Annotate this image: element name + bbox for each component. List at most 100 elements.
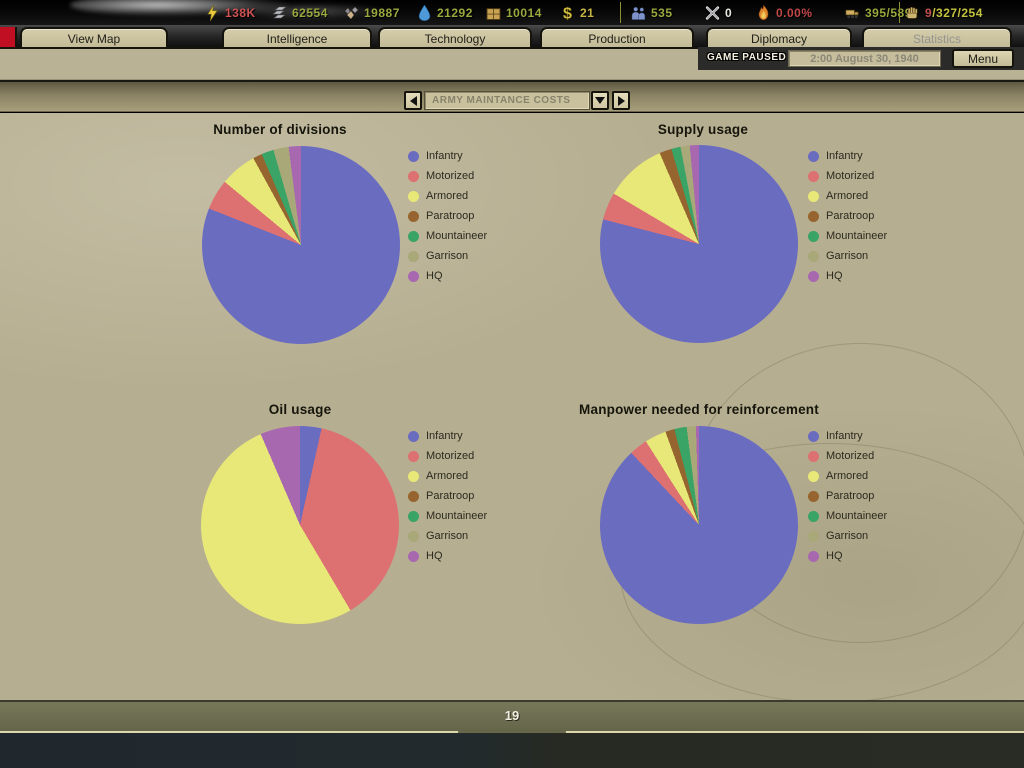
- convoy-icon: [845, 5, 860, 21]
- legend-item-garrison: Garrison: [808, 526, 887, 546]
- resource-energy: 138K: [205, 0, 256, 25]
- selector-prev-button[interactable]: [404, 91, 422, 110]
- dropdown-open-button[interactable]: [591, 91, 609, 110]
- legend-color-dot: [808, 270, 819, 282]
- energy-icon: [205, 4, 220, 21]
- legend-color-dot: [408, 470, 419, 482]
- main-tab-bar: View Map Intelligence Technology Production…: [0, 25, 1024, 48]
- legend-label: Paratroop: [426, 210, 475, 222]
- legend-label: Infantry: [426, 430, 463, 442]
- legend-label: Garrison: [426, 530, 469, 542]
- pie-chart-oil-usage: [201, 426, 399, 624]
- selector-next-button[interactable]: [612, 91, 630, 110]
- legend-color-dot: [408, 490, 419, 502]
- legend-color-dot: [408, 150, 419, 162]
- map-edge-strip: Mosel: handwritten margin notes: [0, 733, 1024, 768]
- legend-label: Motorized: [426, 170, 475, 182]
- transports-icon: [705, 5, 720, 21]
- resource-value: 19887: [364, 5, 400, 20]
- legend-label: Paratroop: [826, 210, 875, 222]
- chart-legend: Infantry Motorized Armored Paratroop Mountai…: [808, 426, 887, 566]
- tab-production[interactable]: Production: [540, 27, 694, 48]
- legend-item-mountaineer: Mountaineer: [808, 226, 887, 246]
- legend-label: Motorized: [426, 450, 475, 462]
- legend-item-infantry: Infantry: [808, 146, 887, 166]
- legend-color-dot: [808, 210, 819, 222]
- dissent-icon: [756, 4, 771, 21]
- legend-color-dot: [808, 530, 819, 542]
- legend-item-mountaineer: Mountaineer: [808, 506, 887, 526]
- legend-color-dot: [808, 250, 819, 262]
- legend-label: Infantry: [826, 430, 863, 442]
- legend-label: Paratroop: [826, 490, 875, 502]
- legend-color-dot: [408, 170, 419, 182]
- legend-color-dot: [808, 510, 819, 522]
- bar-divider: [620, 2, 621, 23]
- resource-bar: 138K 62554 19887 21292 10014 $21 535 0 0.00% 395/…: [0, 0, 1024, 25]
- chart-legend: Infantry Motorized Armored Paratroop Mountai…: [408, 426, 487, 566]
- statistics-selector-band: ARMY MAINTANCE COSTS: [0, 80, 1024, 112]
- legend-label: Garrison: [826, 250, 869, 262]
- divisions-icon: [905, 5, 920, 21]
- legend-label: HQ: [826, 270, 843, 282]
- resource-supplies: 10014: [486, 0, 542, 25]
- statistic-category-dropdown[interactable]: ARMY MAINTANCE COSTS: [424, 91, 590, 110]
- chart-legend: Infantry Motorized Armored Paratroop Mountai…: [408, 146, 487, 286]
- resource-value: 21292: [437, 5, 473, 20]
- resource-rare-materials: 19887: [344, 0, 400, 25]
- menu-button[interactable]: Menu: [952, 49, 1014, 68]
- legend-label: Infantry: [426, 150, 463, 162]
- rare-materials-icon: [344, 5, 359, 21]
- legend-item-armored: Armored: [808, 186, 887, 206]
- tab-technology[interactable]: Technology: [378, 27, 532, 48]
- tab-diplomacy[interactable]: Diplomacy: [706, 27, 852, 48]
- legend-color-dot: [808, 230, 819, 242]
- legend-item-hq: HQ: [408, 266, 487, 286]
- legend-item-motorized: Motorized: [808, 166, 887, 186]
- bar-divider: [899, 2, 900, 23]
- legend-item-paratroop: Paratroop: [408, 486, 487, 506]
- resource-money: $21: [560, 0, 594, 25]
- legend-item-hq: HQ: [408, 546, 487, 566]
- status-panel: GAME PAUSED 2:00 August 30, 1940 Menu: [698, 47, 1024, 70]
- pie-chart-supply-usage: [600, 145, 798, 343]
- legend-color-dot: [408, 270, 419, 282]
- resource-value: 0.00%: [776, 5, 813, 20]
- legend-color-dot: [408, 210, 419, 222]
- chart-title: Supply usage: [657, 122, 749, 137]
- legend-color-dot: [408, 430, 419, 442]
- legend-color-dot: [408, 530, 419, 542]
- legend-label: Mountaineer: [426, 510, 488, 522]
- resource-dissent: 0.00%: [756, 0, 813, 25]
- tab-statistics[interactable]: Statistics: [862, 27, 1012, 48]
- left-arrow-icon: [409, 95, 417, 106]
- legend-color-dot: [408, 230, 419, 242]
- date-display: 2:00 August 30, 1940: [788, 50, 941, 67]
- legend-color-dot: [408, 450, 419, 462]
- right-arrow-icon: [617, 95, 625, 106]
- tab-view-map[interactable]: View Map: [20, 27, 168, 48]
- tab-intelligence[interactable]: Intelligence: [222, 27, 372, 48]
- legend-label: Mountaineer: [826, 510, 888, 522]
- legend-item-motorized: Motorized: [808, 446, 887, 466]
- legend-label: Infantry: [826, 150, 863, 162]
- legend-label: Motorized: [826, 170, 875, 182]
- sub-header-strip: GAME PAUSED 2:00 August 30, 1940 Menu: [0, 47, 1024, 80]
- resource-divisions: 9/327/254: [905, 0, 983, 25]
- resource-value: 21: [580, 5, 595, 20]
- statistics-panel: Number of divisions Supply usage Oil usa…: [0, 113, 1024, 703]
- legend-color-dot: [808, 550, 819, 562]
- legend-item-infantry: Infantry: [408, 426, 487, 446]
- legend-label: Mountaineer: [826, 230, 888, 242]
- legend-item-motorized: Motorized: [408, 446, 487, 466]
- legend-label: Armored: [426, 190, 469, 202]
- legend-item-motorized: Motorized: [408, 166, 487, 186]
- resource-value: 62554: [292, 5, 328, 20]
- legend-item-infantry: Infantry: [408, 146, 487, 166]
- smoke-art: [70, 0, 290, 16]
- legend-item-garrison: Garrison: [408, 526, 487, 546]
- metal-icon: [272, 5, 287, 21]
- legend-label: Garrison: [826, 530, 869, 542]
- resource-convoys: 395/589: [845, 0, 912, 25]
